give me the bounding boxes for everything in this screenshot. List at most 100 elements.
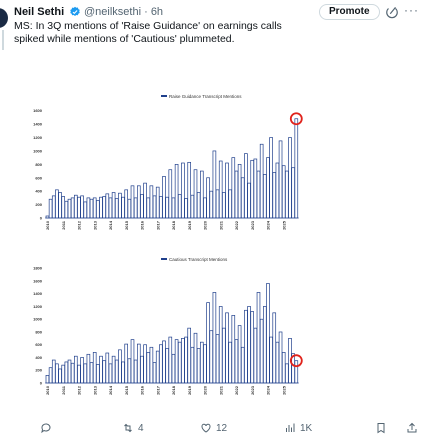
bar <box>244 309 248 384</box>
legend-label: Cautious Transcript Mentions <box>169 257 228 262</box>
share-button[interactable] <box>406 422 418 434</box>
x-tick-label: 2014 <box>108 220 113 230</box>
bar <box>73 194 78 219</box>
bar <box>114 359 119 384</box>
bar <box>121 196 125 219</box>
x-tick-label: 2025 <box>281 385 286 395</box>
bookmark-button[interactable] <box>375 422 387 434</box>
bar <box>225 162 229 219</box>
bar <box>111 355 116 384</box>
highlight-circle <box>289 354 303 368</box>
bar <box>127 358 132 384</box>
bar <box>143 344 147 384</box>
bar <box>174 339 179 384</box>
thread-line <box>2 30 4 50</box>
repost-icon <box>124 423 132 433</box>
author-avatar[interactable] <box>0 8 8 28</box>
y-tick-label: 0 <box>40 216 43 221</box>
bar <box>140 355 144 384</box>
bar <box>234 339 239 384</box>
bar <box>209 330 214 384</box>
bar <box>193 332 198 384</box>
bar <box>67 359 72 384</box>
more-options-icon[interactable]: ··· <box>404 3 419 17</box>
bar <box>237 163 242 219</box>
bar <box>237 325 242 384</box>
bar <box>209 190 214 219</box>
bar <box>244 153 248 219</box>
bar <box>196 192 201 219</box>
bar <box>80 357 84 384</box>
bar <box>64 200 69 219</box>
views-count: 1K <box>300 422 313 434</box>
bar <box>127 198 132 219</box>
bar <box>291 167 295 219</box>
repost-button[interactable]: 4 <box>122 422 144 434</box>
y-tick-label: 1400 <box>33 291 43 296</box>
bar <box>86 197 91 219</box>
bar <box>152 362 157 384</box>
chart-raise-guidance: Raise Guidance Transcript Mentions 0 200 40… <box>8 90 308 245</box>
views-icon <box>286 423 295 432</box>
bar <box>203 344 207 384</box>
bar <box>124 343 129 384</box>
post-time: · 6h <box>144 6 164 18</box>
bar <box>275 162 280 219</box>
bar <box>162 176 166 219</box>
reply-icon <box>41 423 51 434</box>
views-button[interactable]: 1K <box>284 422 312 434</box>
like-button[interactable]: 12 <box>200 422 227 434</box>
x-tick-label: 2013 <box>92 220 97 230</box>
bar <box>67 198 72 219</box>
reply-button[interactable] <box>40 422 56 434</box>
bar <box>285 170 289 219</box>
bar <box>159 196 163 219</box>
bar <box>269 137 273 219</box>
bar <box>263 306 267 384</box>
chart-1-legend: Cautious Transcript Mentions <box>161 257 228 262</box>
bar <box>111 192 116 219</box>
x-tick-label: 2011 <box>61 385 66 394</box>
x-tick-label: 2011 <box>61 220 66 229</box>
promote-button[interactable]: Promote <box>319 4 380 20</box>
author-handle[interactable]: @neilksethi · 6h <box>84 6 163 18</box>
bar <box>121 361 125 384</box>
bar <box>225 312 229 384</box>
chart-cautious-svg: Cautious Transcript Mentions 0 200 400 600 80… <box>33 257 303 395</box>
x-tick-label: 2010 <box>45 385 50 395</box>
bar <box>190 346 195 384</box>
bar <box>55 363 59 384</box>
x-tick-label: 2012 <box>77 385 82 395</box>
y-tick-label: 1200 <box>33 135 43 140</box>
bar <box>174 163 179 219</box>
bar <box>193 169 198 219</box>
bar <box>259 143 264 219</box>
bar <box>133 197 138 219</box>
bar <box>181 337 185 384</box>
x-tick-label: 2025 <box>281 220 286 230</box>
bar <box>155 350 160 384</box>
bar <box>171 197 176 219</box>
bar <box>187 327 192 384</box>
y-tick-label: 1000 <box>33 317 43 322</box>
bar <box>70 197 75 219</box>
author-name[interactable]: Neil Sethi <box>14 6 65 18</box>
bar <box>222 327 226 384</box>
grok-icon[interactable] <box>385 5 399 19</box>
bar <box>165 196 169 219</box>
bar <box>137 185 141 219</box>
bar <box>256 292 261 384</box>
y-tick-label: 1200 <box>33 304 43 309</box>
bar <box>89 362 94 384</box>
bar <box>231 315 236 384</box>
bar <box>92 352 97 384</box>
bar <box>162 340 166 384</box>
bar <box>215 334 220 384</box>
bar <box>269 336 273 384</box>
bar <box>51 195 56 219</box>
bar <box>272 172 277 219</box>
y-tick-label: 200 <box>35 368 42 373</box>
post-header: Neil Sethi @neilksethi · 6h Promote ··· <box>14 3 424 20</box>
bar <box>281 352 286 384</box>
bar <box>159 344 163 384</box>
